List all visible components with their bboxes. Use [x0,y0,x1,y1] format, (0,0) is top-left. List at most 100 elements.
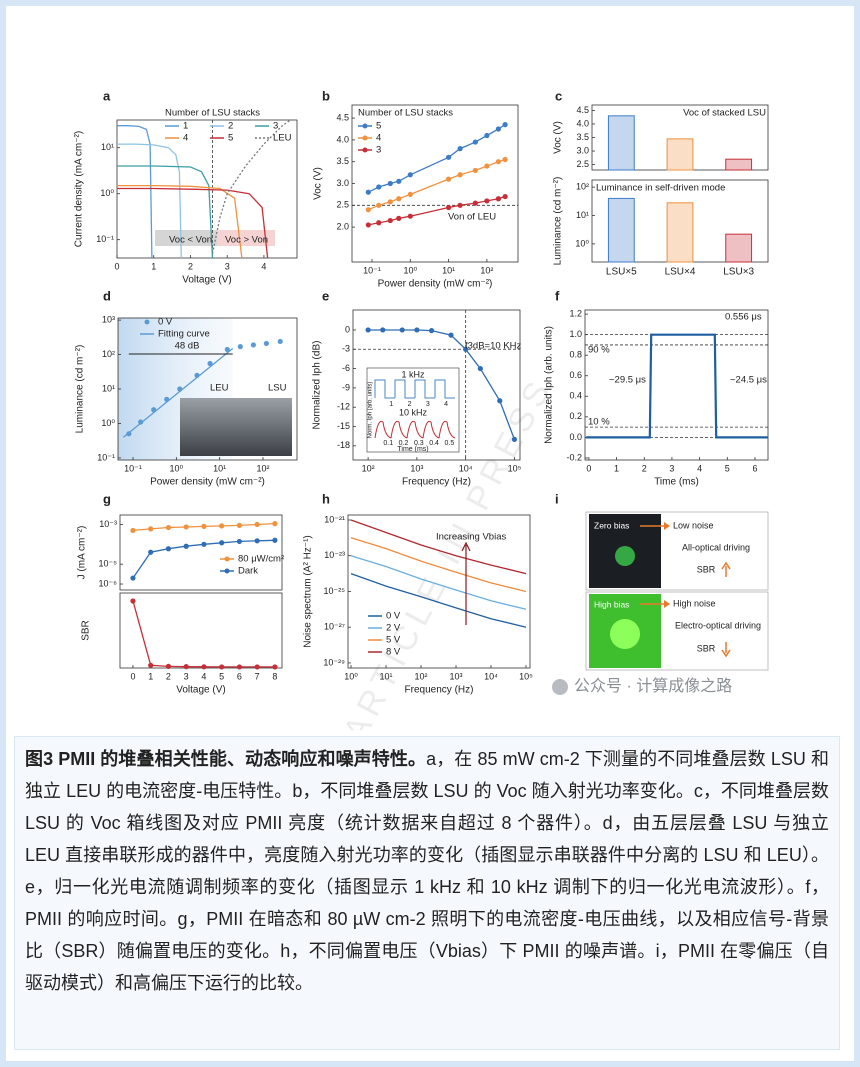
annotation: LSU [268,383,287,394]
legend-label: 80 μW/cm² [238,554,284,565]
y-tick-label: 2.5 [336,200,349,210]
plot-frame [119,592,283,669]
legend-label: 0 V [158,317,173,328]
legend-marker [362,123,368,129]
y-tick-label: 10⁻⁶ [99,578,118,588]
y-axis-label: Voc (V) [553,121,564,154]
data-point [472,139,478,145]
y-tick-label: -15 [337,421,350,431]
arrow-up [721,561,731,577]
annotation: Voc > Von [225,235,268,246]
y-tick-label: 4.0 [336,134,349,144]
y-axis-label: Luminance (cd m⁻²) [553,177,564,266]
panel: e 0 -3 -6 -9 -12 -15 -18 10² 10³ 10⁴ 10⁵ Frequency (… [312,288,522,487]
x-tick-label: 10⁵ [508,463,522,473]
legend-marker [362,135,368,141]
box [585,591,769,671]
x-tick-label: 0 [114,261,119,271]
bias-label: High bias [594,599,629,609]
series-line [350,555,527,610]
y-tick-label: 10⁻²³ [324,550,345,560]
x-tick-label: 2 [166,671,171,681]
data-point [219,540,225,546]
panel-letter: h [322,491,330,506]
legend-label: 1 [183,121,188,132]
y-tick-label: 0.4 [569,391,582,401]
legend-marker [362,147,368,153]
data-point [414,327,420,333]
data-point [407,172,413,178]
annotation: Voc of stacked LSU [683,108,766,119]
y-tick-label: 10⁻¹ [97,452,115,462]
y-tick-label: 10² [576,181,589,191]
data-point [484,163,490,169]
legend-label: 5 [376,121,381,132]
series-line [586,333,768,439]
x-tick-label: 10¹ [442,265,455,275]
data-point [219,523,225,529]
series-line [117,125,153,258]
series-line [117,184,243,258]
x-tick-label: 5 [725,463,730,473]
data-point [380,327,386,333]
y-tick-label: 10² [102,349,115,359]
x-tick-label: 1 [614,463,619,473]
inset-y-label: Norm. Iph (arb. units) [368,382,374,439]
inset-tick: 0.1 [383,440,393,447]
legend-label: 5 V [386,635,401,646]
y-tick-label: 10¹ [102,383,115,393]
data-point [263,340,270,347]
annotation: 48 dB [175,341,200,352]
legend-label: 2 V [386,623,401,634]
spot [615,546,635,566]
annotation: 10 % [588,417,610,428]
mode-label: All-optical driving [682,542,750,552]
annotation: Increasing Vbias [436,532,506,543]
data-point [502,156,508,163]
x-tick-label: 2 [642,463,647,473]
x-tick-label: 10⁴ [459,463,473,473]
y-axis-label: Normalized Iph (dB) [312,341,323,430]
arrowhead [664,600,670,608]
y-tick-label: 10⁻²⁷ [324,622,345,632]
series-line [368,329,516,440]
data-point [511,436,518,442]
panel-letter: f [555,288,560,303]
x-tick-label: LSU×3 [723,267,754,278]
x-tick-label: 4 [201,671,206,681]
data-point [376,220,382,226]
x-tick-label: 10³ [410,463,423,473]
legend-title: Number of LSU stacks [358,108,453,119]
trend-arrow [461,541,471,625]
x-tick-label: 10¹ [213,463,226,473]
panel: f -0.2 0.0 0.2 0.4 0.6 0.8 1.0 1.2 0 1 2 3 4 5 6 Time (m… [544,288,769,488]
inset-tick: 0.4 [429,440,439,447]
inset-tick: 0.5 [444,440,454,447]
panel: h 10⁻²⁹ 10⁻²⁷ 10⁻²⁵ 10⁻²³ 10⁻²¹ 10⁰ 10¹ 10² 10³ 10… [303,491,534,695]
data-point [472,167,478,174]
data-point [407,191,413,198]
series-line [117,165,214,258]
x-tick-label: 10² [362,463,375,473]
plot-frame [352,309,521,461]
inset-tick: 4 [444,401,448,408]
legend-title: Number of LSU stacks [165,108,260,119]
annotation: Von of LEU [448,212,496,223]
y-tick-label: 10¹ [576,210,589,220]
x-tick-label: 8 [272,671,277,681]
arrowhead [664,522,670,530]
y-tick-label: 3.0 [336,178,349,188]
inset-wave [374,420,456,439]
panel: 0 1 2 3 4 5 6 7 8 Voltage (V) SBR [81,592,283,696]
data-point [237,344,243,350]
y-axis-label: Voc (V) [313,167,324,200]
data-point [387,217,393,224]
annotation: ~29.5 μs [609,375,646,386]
x-tick-label: 5 [219,671,224,681]
data-point [365,207,371,213]
panel: d 10⁻¹ 10⁰ 10¹ 10² 10³ 10⁻¹ 10⁰ 10¹ 10² Power dens… [75,288,298,488]
data-point [272,521,278,527]
annotation: ~24.5 μs [730,375,767,386]
panel-letter: d [103,288,111,303]
data-point [148,662,154,668]
